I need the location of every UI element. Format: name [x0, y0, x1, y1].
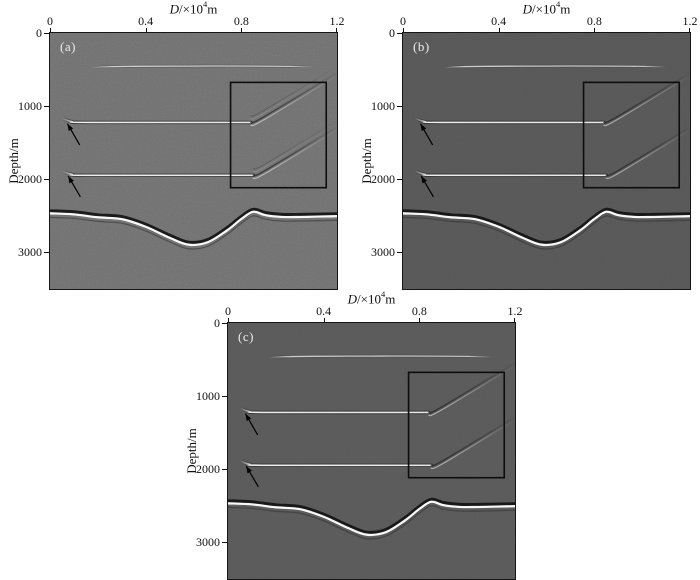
x-tick-label: 0.8: [586, 14, 602, 28]
y-tick-label: 3000: [371, 245, 395, 260]
x-tick-mark: [403, 28, 404, 33]
y-tick-mark: [397, 106, 402, 108]
y-tick-mark: [397, 252, 402, 254]
y-tick-label: 2000: [18, 172, 42, 187]
seismic-image-b: [403, 33, 690, 289]
seismic-image-a: [50, 33, 337, 289]
x-tick-mark: [50, 28, 51, 33]
plot-area-c: (c): [227, 322, 516, 580]
zoom-box-b: [582, 81, 681, 189]
y-tick-label: 3000: [196, 535, 220, 550]
xaxis-title-unit: m: [385, 291, 396, 307]
annotation-arrow-c-2: [245, 465, 259, 488]
xaxis-title: D/×104m: [403, 0, 690, 17]
xaxis-title: D/×104m: [228, 289, 515, 307]
y-tick-label: 0: [36, 26, 42, 40]
xaxis-title-mid: /×10: [179, 1, 203, 17]
x-tick-mark: [594, 28, 596, 33]
x-tick-label: 0.8: [233, 14, 249, 28]
annotation-arrow-a-1: [66, 123, 81, 146]
y-tick-mark: [222, 542, 227, 544]
xaxis-title-var: D: [522, 1, 533, 17]
y-tick-label: 0: [389, 26, 395, 40]
y-tick-mark: [44, 252, 49, 254]
xaxis-title-unit: m: [560, 1, 571, 17]
x-tick-label: 0: [400, 14, 406, 28]
xaxis-title-exponent: 4: [555, 0, 561, 9]
x-tick-label: 0.4: [138, 14, 154, 28]
annotation-arrow-b-1: [419, 123, 434, 146]
y-tick-mark: [222, 469, 227, 471]
plot-area-a: (a): [49, 32, 338, 290]
x-tick-mark: [145, 28, 147, 33]
zoom-box-a: [229, 81, 328, 189]
x-tick-label: 0.4: [491, 14, 507, 28]
x-tick-label: 0.4: [316, 304, 332, 318]
y-tick-label: 1000: [18, 99, 42, 114]
xaxis-title: D/×104m: [50, 0, 337, 17]
y-tick-label: 2000: [196, 462, 220, 477]
y-tick-label: 2000: [371, 172, 395, 187]
seismic-image-c: [228, 323, 515, 579]
y-tick-label: 1000: [371, 99, 395, 114]
y-tick-mark: [397, 179, 402, 181]
panel-label-b: (b): [413, 39, 430, 54]
y-tick-mark: [222, 396, 227, 398]
x-tick-label: 0.8: [411, 304, 427, 318]
xaxis-title-exponent: 4: [202, 0, 208, 9]
yaxis-title: Depth/m: [359, 138, 374, 184]
x-tick-label: 0: [225, 304, 231, 318]
panel-label-a: (a): [60, 39, 76, 54]
y-tick-label: 0: [214, 316, 220, 330]
y-tick-mark: [44, 106, 49, 108]
xaxis-title-var: D: [169, 1, 180, 17]
annotation-arrow-a-2: [67, 175, 81, 198]
yaxis-title: Depth/m: [6, 138, 21, 184]
x-tick-mark: [241, 28, 243, 33]
xaxis-title-var: D: [347, 291, 358, 307]
x-tick-label: 1.2: [329, 14, 345, 28]
xaxis-title-mid: /×10: [357, 291, 381, 307]
yaxis-title: Depth/m: [184, 428, 199, 474]
x-tick-mark: [498, 28, 500, 33]
annotation-arrow-c-1: [244, 413, 259, 436]
panel-label-c: (c): [238, 329, 254, 344]
x-tick-label: 1.2: [682, 14, 698, 28]
annotation-arrow-b-2: [420, 175, 434, 198]
x-tick-mark: [419, 318, 421, 323]
y-tick-mark: [44, 33, 49, 34]
xaxis-title-unit: m: [207, 1, 218, 17]
y-tick-mark: [222, 323, 227, 324]
x-tick-label: 1.2: [507, 304, 523, 318]
x-tick-mark: [228, 318, 229, 323]
plot-area-b: (b): [402, 32, 691, 290]
panel-b: D/×104m 0 0.4 0.8 1.2 Depth/m 0 1000 2000 3000 (b): [353, 0, 698, 291]
xaxis-title-mid: /×10: [532, 1, 556, 17]
xaxis-title-exponent: 4: [380, 289, 386, 299]
panel-a: D/×104m 0 0.4 0.8 1.2 Depth/m 0 1000 2000 3000 (a): [0, 0, 345, 291]
x-tick-mark: [323, 318, 325, 323]
x-tick-label: 0: [47, 14, 53, 28]
y-tick-mark: [44, 179, 49, 181]
y-tick-label: 3000: [18, 245, 42, 260]
x-tick-mark: [514, 318, 515, 323]
y-tick-mark: [397, 33, 402, 34]
y-tick-label: 1000: [196, 389, 220, 404]
x-tick-mark: [689, 28, 690, 33]
x-tick-mark: [336, 28, 337, 33]
zoom-box-c: [407, 371, 506, 479]
panel-c: D/×104m 0 0.4 0.8 1.2 Depth/m 0 1000 2000 3000 (c): [178, 289, 523, 580]
